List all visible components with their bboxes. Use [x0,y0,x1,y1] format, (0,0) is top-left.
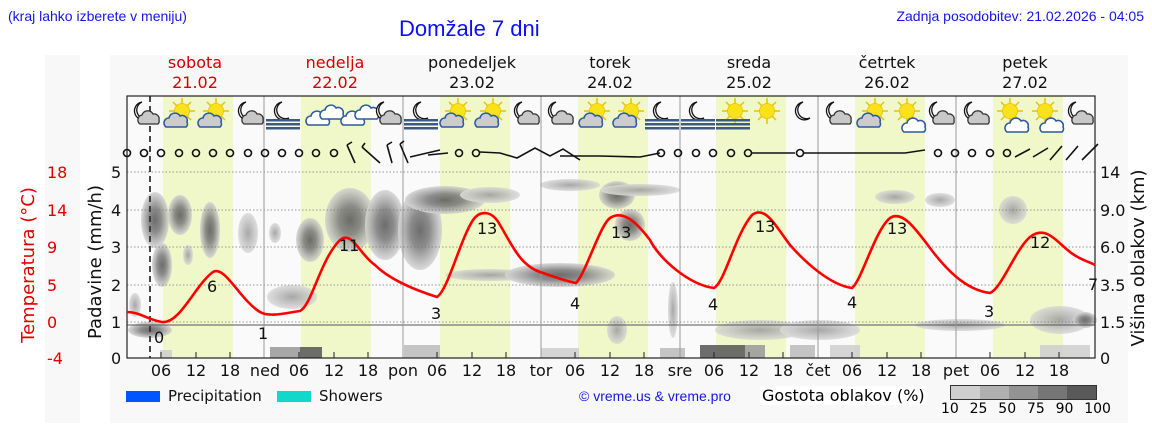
svg-text:14: 14 [47,201,67,220]
svg-text:06: 06 [427,361,447,380]
svg-text:5: 5 [47,276,57,295]
day-label-tue: torek 24.02 [587,53,633,92]
svg-text:06: 06 [704,361,724,380]
cloud-density-colorbar [950,385,1097,400]
svg-text:6: 6 [207,277,217,296]
cloud-height-axis-title: Višina oblakov (km) [1128,169,1149,346]
svg-text:06: 06 [842,361,862,380]
svg-text:18: 18 [358,361,378,380]
svg-text:0: 0 [154,328,164,347]
copyright-link[interactable]: © vreme.us & vreme.pro [579,388,731,404]
legend-showers: Showers [277,387,383,405]
svg-text:12: 12 [462,361,482,380]
svg-text:0: 0 [47,313,57,332]
svg-text:4: 4 [111,201,121,220]
showers-swatch [277,391,311,402]
location-hint[interactable]: (kraj lahko izberete v meniju) [8,8,187,24]
svg-text:11: 11 [339,236,359,255]
svg-text:0: 0 [1100,349,1110,368]
svg-text:3: 3 [431,304,441,323]
precipitation-swatch [126,391,160,402]
svg-text:-4: -4 [47,349,63,368]
cloud-density-ticks: 10 25 50 75 90 100 [941,401,1111,417]
day-label-thu: četrtek 26.02 [858,53,916,92]
svg-text:9.0: 9.0 [1100,201,1125,220]
svg-text:18: 18 [47,163,67,182]
day-label-fri: petek 27.02 [1002,53,1048,92]
svg-text:4: 4 [570,294,580,313]
svg-text:2: 2 [111,276,121,295]
svg-text:4: 4 [708,295,718,314]
legend-precipitation: Precipitation [126,387,262,405]
svg-text:12: 12 [324,361,344,380]
svg-text:čet: čet [806,361,831,380]
svg-text:18: 18 [496,361,516,380]
last-update: Zadnja posodobitev: 21.02.2026 - 04:05 [896,8,1144,24]
precip-axis-title: Padavine (mm/h) [85,185,106,339]
svg-text:pon: pon [388,361,418,380]
day-label-wed: sreda 25.02 [726,53,772,92]
svg-text:1: 1 [111,313,121,332]
svg-text:3: 3 [984,302,994,321]
svg-text:06: 06 [289,361,309,380]
day-label-mon: ponedeljek 23.02 [428,53,516,92]
svg-text:1: 1 [258,324,268,343]
svg-text:18: 18 [911,361,931,380]
svg-text:06: 06 [565,361,585,380]
svg-text:12: 12 [739,361,759,380]
svg-text:0: 0 [111,349,121,368]
svg-text:06: 06 [151,361,171,380]
svg-text:7: 7 [1088,275,1098,294]
page-title: Domžale 7 dni [399,16,540,41]
temperature-axis-title: Temperatura (°C) [18,187,39,344]
svg-text:5: 5 [111,163,121,182]
svg-text:13: 13 [477,219,497,238]
svg-text:tor: tor [530,361,553,380]
temperature-axis-panel [45,55,80,423]
svg-text:12: 12 [877,361,897,380]
svg-text:14: 14 [1100,163,1120,182]
svg-text:18: 18 [220,361,240,380]
svg-text:6.0: 6.0 [1100,238,1125,257]
svg-text:pet: pet [943,361,969,380]
svg-text:18: 18 [634,361,654,380]
svg-text:3.5: 3.5 [1100,276,1125,295]
cloud-density-title: Gostota oblakov (%) [760,386,927,405]
svg-text:18: 18 [773,361,793,380]
svg-text:12: 12 [1030,233,1050,252]
svg-text:18: 18 [1049,361,1069,380]
svg-text:12: 12 [1015,361,1035,380]
svg-text:13: 13 [611,223,631,242]
svg-text:ned: ned [250,361,280,380]
day-label-sat: sobota 21.02 [167,53,223,92]
svg-text:13: 13 [887,219,907,238]
svg-text:1.5: 1.5 [1100,313,1125,332]
svg-text:12: 12 [186,361,206,380]
svg-text:9: 9 [47,238,57,257]
day-label-sun: nedelja 22.02 [305,53,365,92]
svg-text:13: 13 [755,217,775,236]
svg-text:06: 06 [980,361,1000,380]
svg-text:12: 12 [600,361,620,380]
svg-text:3: 3 [111,238,121,257]
svg-text:sre: sre [668,361,692,380]
svg-text:4: 4 [847,293,857,312]
